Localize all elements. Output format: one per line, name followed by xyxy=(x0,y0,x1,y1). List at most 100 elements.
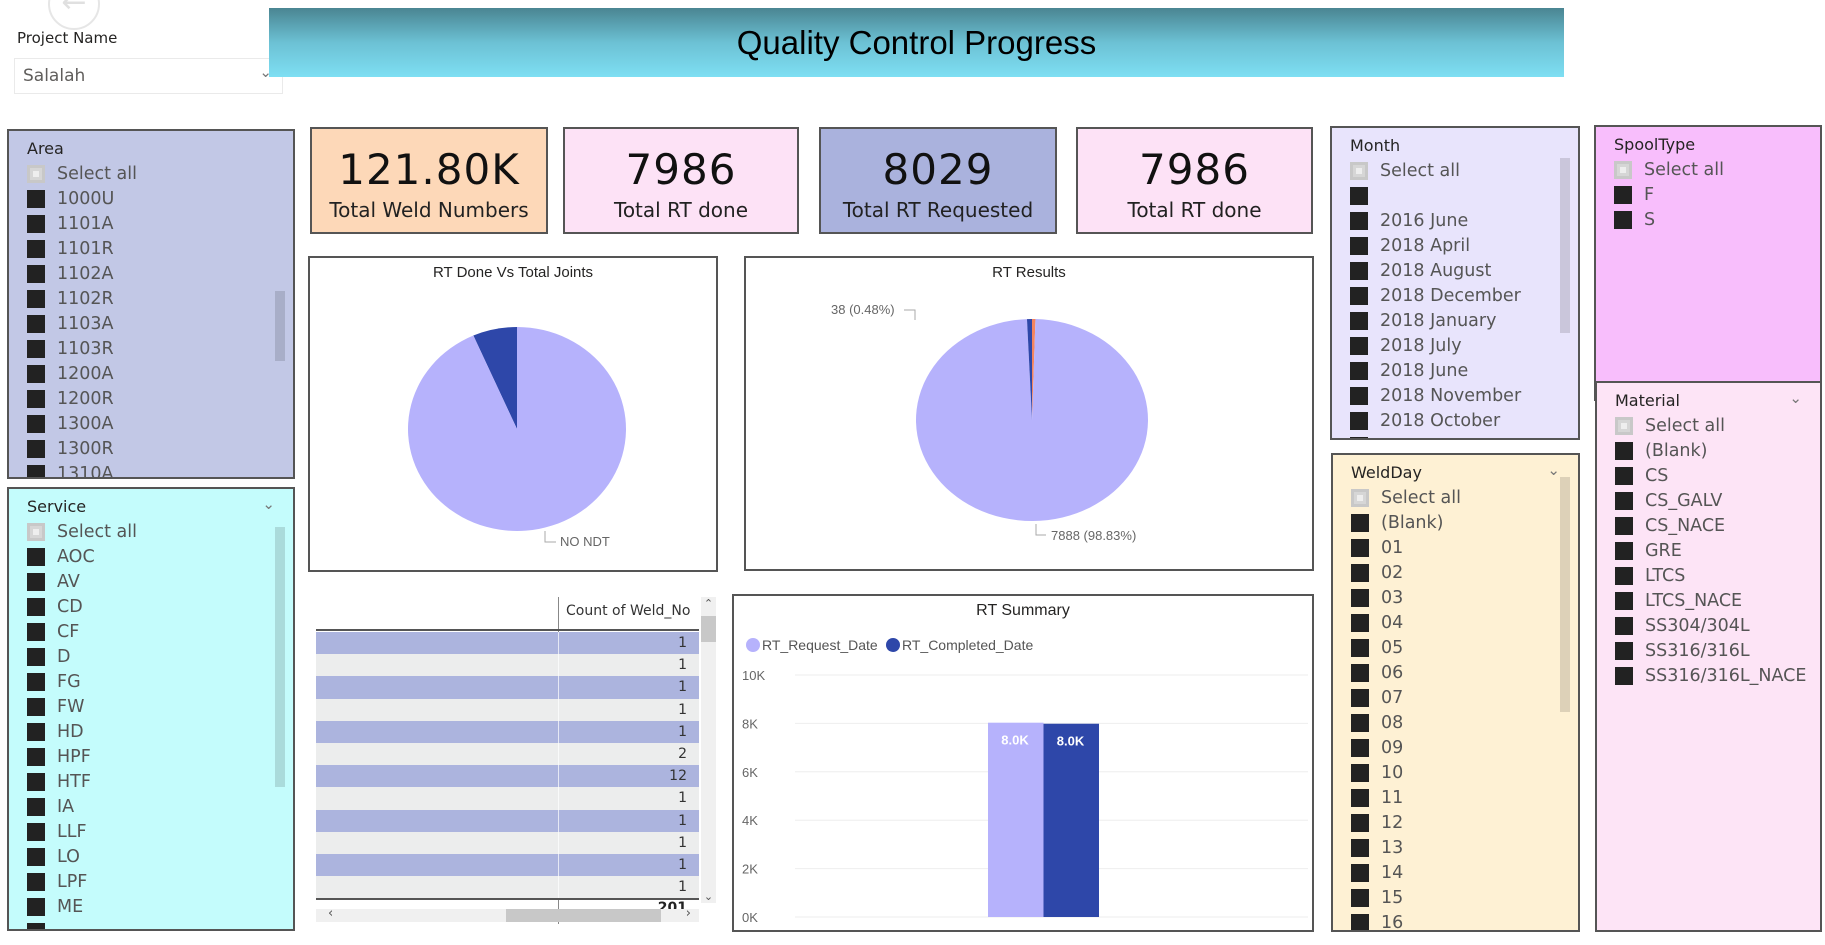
slicer-item[interactable]: CF xyxy=(27,619,293,644)
table-row[interactable]: 1 xyxy=(316,831,699,855)
slicer-item[interactable]: Select all xyxy=(27,519,293,544)
checkbox-icon[interactable] xyxy=(1351,588,1369,607)
slicer-item[interactable]: 2016 June xyxy=(1350,208,1578,233)
slicer-item[interactable]: FW xyxy=(27,694,293,719)
checkbox-icon[interactable] xyxy=(27,897,45,916)
checkbox-icon[interactable] xyxy=(1350,386,1368,405)
slicer-item[interactable]: 2018 October xyxy=(1350,408,1578,433)
slicer-item[interactable]: CS xyxy=(1615,463,1820,488)
table-row[interactable]: 12 xyxy=(316,765,699,788)
slicer-item[interactable]: 12 xyxy=(1351,810,1578,835)
slicer-item[interactable]: 1103R xyxy=(27,336,293,361)
checkbox-icon[interactable] xyxy=(27,597,45,616)
slicer-item[interactable]: Select all xyxy=(1351,485,1578,510)
checkbox-icon[interactable] xyxy=(1350,161,1368,180)
slicer-item[interactable]: (Blank) xyxy=(1351,510,1578,535)
checkbox-icon[interactable] xyxy=(27,672,45,691)
slicer-item[interactable]: AV xyxy=(27,569,293,594)
pie-slice[interactable] xyxy=(916,319,1148,521)
slicer-item[interactable]: AOC xyxy=(27,544,293,569)
slicer-item[interactable]: 2018 December xyxy=(1350,283,1578,308)
slicer-item[interactable]: S xyxy=(1614,207,1820,232)
table-row[interactable]: 1 xyxy=(316,854,699,877)
checkbox-icon[interactable] xyxy=(1351,738,1369,757)
checkbox-icon[interactable] xyxy=(1615,441,1633,460)
checkbox-icon[interactable] xyxy=(1350,311,1368,330)
slicer-item[interactable]: F xyxy=(1614,182,1820,207)
checkbox-icon[interactable] xyxy=(27,572,45,591)
slicer-item[interactable]: D xyxy=(27,644,293,669)
slicer-item[interactable]: CS_GALV xyxy=(1615,488,1820,513)
table-row[interactable]: 1 xyxy=(316,676,699,699)
checkbox-icon[interactable] xyxy=(27,872,45,891)
bar[interactable] xyxy=(988,722,1044,917)
checkbox-icon[interactable] xyxy=(1615,641,1633,660)
column-header[interactable]: Count of Weld_No xyxy=(566,603,691,619)
slicer-item[interactable]: 1101R xyxy=(27,236,293,261)
back-arrow-icon[interactable]: ← xyxy=(48,0,100,30)
slicer-item[interactable]: CS_NACE xyxy=(1615,513,1820,538)
slicer-item[interactable] xyxy=(27,919,293,929)
scroll-left-icon[interactable]: ‹ xyxy=(328,906,334,921)
checkbox-icon[interactable] xyxy=(1350,286,1368,305)
horizontal-scrollbar[interactable]: ‹ › xyxy=(316,906,699,922)
pie-slice[interactable] xyxy=(1032,319,1036,420)
scrollbar[interactable] xyxy=(1560,158,1570,333)
slicer-item[interactable]: Select all xyxy=(1615,413,1820,438)
slicer-item[interactable]: LPF xyxy=(27,869,293,894)
pie-slice[interactable] xyxy=(408,327,626,531)
table-row[interactable]: 1 xyxy=(316,876,699,899)
checkbox-icon[interactable] xyxy=(27,364,45,383)
slicer-item[interactable]: 01 xyxy=(1351,535,1578,560)
checkbox-icon[interactable] xyxy=(1614,210,1632,229)
scroll-up-icon[interactable]: ⌃ xyxy=(703,597,714,610)
checkbox-icon[interactable] xyxy=(27,214,45,233)
slicer-item[interactable]: 1101A xyxy=(27,211,293,236)
table-row[interactable]: 1 xyxy=(316,698,699,722)
checkbox-icon[interactable] xyxy=(1615,466,1633,485)
vertical-scrollbar[interactable]: ⌃ ⌄ xyxy=(701,597,716,903)
checkbox-icon[interactable] xyxy=(27,189,45,208)
checkbox-icon[interactable] xyxy=(27,697,45,716)
project-name-dropdown[interactable]: Salalah ⌄ xyxy=(14,58,283,94)
slicer-item[interactable]: HD xyxy=(27,719,293,744)
checkbox-icon[interactable] xyxy=(1615,516,1633,535)
checkbox-icon[interactable] xyxy=(1351,763,1369,782)
checkbox-icon[interactable] xyxy=(1615,591,1633,610)
checkbox-icon[interactable] xyxy=(27,439,45,458)
checkbox-icon[interactable] xyxy=(1351,488,1369,507)
slicer-item[interactable]: 05 xyxy=(1351,635,1578,660)
checkbox-icon[interactable] xyxy=(27,847,45,866)
scrollbar[interactable] xyxy=(275,291,285,361)
slicer-item[interactable]: SS316/316L_NACE xyxy=(1615,663,1820,688)
table-row[interactable]: 1 xyxy=(316,787,699,810)
checkbox-icon[interactable] xyxy=(1351,638,1369,657)
table-row[interactable]: 1 xyxy=(316,720,699,744)
checkbox-icon[interactable] xyxy=(27,464,45,477)
slicer-item[interactable]: FG xyxy=(27,669,293,694)
checkbox-icon[interactable] xyxy=(1351,888,1369,907)
checkbox-icon[interactable] xyxy=(27,314,45,333)
pie-slice[interactable] xyxy=(1026,319,1032,420)
slicer-item[interactable]: Select all xyxy=(1350,158,1578,183)
scrollbar[interactable] xyxy=(1560,477,1570,712)
scroll-down-icon[interactable]: ⌄ xyxy=(703,890,714,903)
slicer-item[interactable]: 2018 July xyxy=(1350,333,1578,358)
slicer-item[interactable]: LLF xyxy=(27,819,293,844)
slicer-item[interactable]: 06 xyxy=(1351,660,1578,685)
table-row[interactable]: 1 xyxy=(316,809,699,833)
checkbox-icon[interactable] xyxy=(27,922,45,929)
checkbox-icon[interactable] xyxy=(27,547,45,566)
slicer-item[interactable]: 1200R xyxy=(27,386,293,411)
slicer-item[interactable]: 1000U xyxy=(27,186,293,211)
chevron-down-icon[interactable]: ⌄ xyxy=(262,495,275,513)
checkbox-icon[interactable] xyxy=(27,797,45,816)
checkbox-icon[interactable] xyxy=(1351,563,1369,582)
checkbox-icon[interactable] xyxy=(27,389,45,408)
slicer-item[interactable]: 16 xyxy=(1351,910,1578,930)
pie-slice[interactable] xyxy=(473,327,517,429)
chevron-down-icon[interactable]: ⌄ xyxy=(1789,389,1802,407)
checkbox-icon[interactable] xyxy=(27,747,45,766)
checkbox-icon[interactable] xyxy=(1350,411,1368,430)
slicer-item[interactable]: 07 xyxy=(1351,685,1578,710)
